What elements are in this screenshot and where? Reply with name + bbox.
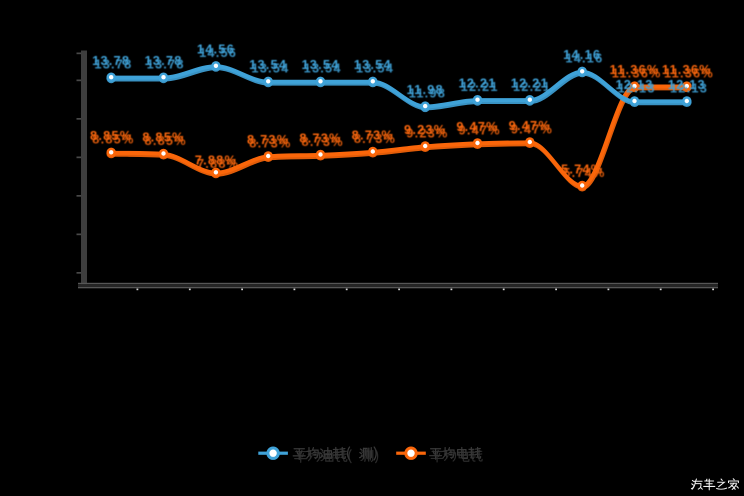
- svg-text:13.54: 13.54: [301, 57, 339, 72]
- svg-text:8.73%: 8.73%: [299, 130, 341, 145]
- svg-text:12.13: 12.13: [670, 80, 708, 95]
- svg-text:7.88%: 7.88%: [197, 156, 239, 171]
- svg-text:13.78: 13.78: [92, 53, 130, 68]
- svg-text:13.78: 13.78: [144, 53, 182, 68]
- svg-text:8.85%: 8.85%: [92, 132, 134, 147]
- svg-text:11.36%: 11.36%: [612, 66, 662, 81]
- svg-text:12.13: 12.13: [668, 77, 706, 92]
- svg-text:9.23%: 9.23%: [404, 122, 446, 137]
- svg-text:11.98: 11.98: [407, 82, 444, 97]
- svg-text:13.54: 13.54: [356, 61, 394, 76]
- svg-text:12.21: 12.21: [461, 79, 499, 94]
- svg-text:13.78: 13.78: [94, 57, 132, 72]
- svg-text:9.47%: 9.47%: [456, 119, 498, 134]
- svg-text:9.23%: 9.23%: [406, 125, 448, 140]
- svg-text:5.74%: 5.74%: [561, 161, 603, 176]
- svg-text:7.88%: 7.88%: [195, 152, 237, 167]
- svg-text:5.74%: 5.74%: [563, 165, 605, 180]
- svg-text:14.16: 14.16: [565, 51, 603, 66]
- svg-text:12.13: 12.13: [618, 80, 656, 95]
- svg-text:8.85%: 8.85%: [90, 128, 132, 143]
- svg-text:13.78: 13.78: [147, 57, 185, 72]
- svg-text:9.47%: 9.47%: [509, 118, 551, 133]
- svg-text:9.47%: 9.47%: [511, 121, 553, 136]
- svg-text:14.16: 14.16: [563, 47, 601, 62]
- svg-text:14.56: 14.56: [199, 45, 237, 60]
- svg-text:13.54: 13.54: [251, 61, 289, 76]
- svg-text:12.21: 12.21: [458, 76, 496, 91]
- svg-text:8.73%: 8.73%: [249, 135, 291, 150]
- svg-text:8.73%: 8.73%: [247, 132, 289, 147]
- svg-text:11.36%: 11.36%: [662, 62, 712, 77]
- svg-text:13.54: 13.54: [304, 61, 342, 76]
- svg-text:8.85%: 8.85%: [145, 133, 187, 148]
- svg-text:11.98: 11.98: [409, 86, 446, 101]
- svg-text:12.21: 12.21: [513, 79, 551, 94]
- svg-text:8.73%: 8.73%: [352, 127, 394, 142]
- svg-text:12.21: 12.21: [511, 76, 549, 91]
- svg-text:11.36%: 11.36%: [610, 62, 660, 77]
- svg-text:8.73%: 8.73%: [302, 134, 344, 149]
- svg-text:8.73%: 8.73%: [354, 131, 396, 146]
- svg-text:13.54: 13.54: [249, 57, 287, 72]
- svg-text:9.47%: 9.47%: [459, 122, 501, 137]
- svg-text:8.85%: 8.85%: [142, 129, 184, 144]
- svg-text:13.54: 13.54: [354, 57, 392, 72]
- svg-text:12.13: 12.13: [615, 77, 653, 92]
- svg-text:14.56: 14.56: [197, 42, 235, 57]
- svg-text:11.36%: 11.36%: [664, 66, 714, 81]
